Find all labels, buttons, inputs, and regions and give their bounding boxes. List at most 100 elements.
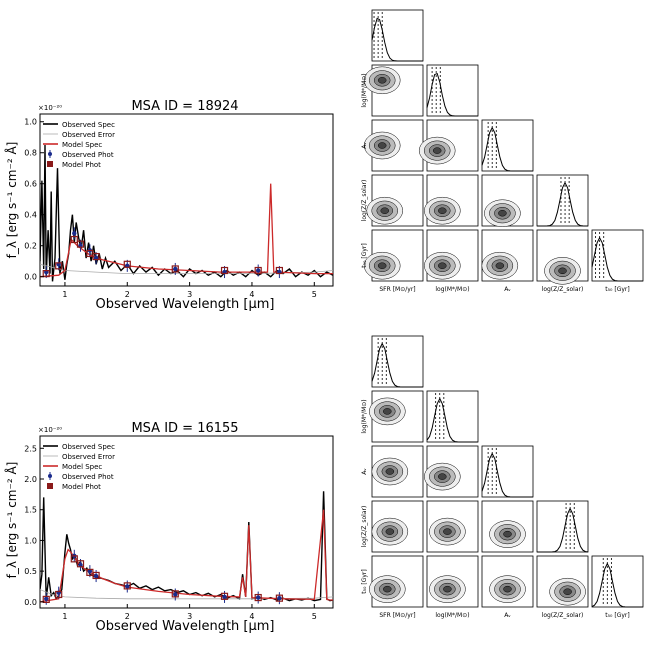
density-contour xyxy=(380,207,389,214)
plot-frame xyxy=(39,113,334,287)
legend-label: Model Phot xyxy=(62,483,101,491)
legend-label: Observed Error xyxy=(62,131,115,139)
corner-panel xyxy=(481,445,534,498)
histogram-step xyxy=(481,452,533,498)
corner-x-label: Aᵥ xyxy=(504,612,511,619)
corner-y-label: t₅₀ [Gyr] xyxy=(361,569,368,593)
corner-y-label: Aᵥ xyxy=(361,142,368,149)
y-axis-label: f_λ [erg s⁻¹ cm⁻² Å] xyxy=(4,142,19,259)
y-tick-label: 2.5 xyxy=(24,444,37,453)
model-phot-point xyxy=(76,240,85,248)
density-contour xyxy=(385,528,395,535)
model-phot-point xyxy=(42,270,50,278)
corner-y-label: log(Z/Z_solar) xyxy=(361,180,368,222)
density-contour xyxy=(385,468,395,475)
legend-label: Observed Phot xyxy=(62,473,114,481)
model-phot-point xyxy=(76,560,85,568)
model-phot-point xyxy=(171,590,179,598)
phot-point xyxy=(277,595,282,601)
phot-point xyxy=(173,266,178,272)
y-axis-label: f_λ [erg s⁻¹ cm⁻² Å] xyxy=(4,462,19,579)
spectrum-plot-bottom: MSA ID = 16155 ×10⁻²⁰ Observed Wavelengt… xyxy=(4,421,334,634)
density-contour xyxy=(383,585,392,593)
phot-point xyxy=(44,596,49,601)
y-scale-note: ×10⁻²⁰ xyxy=(38,104,62,112)
x-tick-label: 4 xyxy=(249,612,254,621)
y-tick-label: 1.0 xyxy=(24,536,37,545)
model-phot-point xyxy=(55,262,63,270)
histogram-step xyxy=(537,181,588,227)
histogram-step xyxy=(591,562,643,608)
phot-point xyxy=(173,592,178,597)
histogram-step xyxy=(426,72,478,117)
corner-panel xyxy=(371,9,424,62)
density-contour xyxy=(443,585,452,593)
model-phot-point xyxy=(123,260,131,268)
corner-x-label: t₅₀ [Gyr] xyxy=(605,612,629,619)
phot-point xyxy=(222,594,227,600)
model-phot-point xyxy=(254,266,262,275)
corner-x-label: log(Z/Z_solar) xyxy=(542,612,584,619)
density-contour xyxy=(503,585,512,593)
model-phot-point xyxy=(42,595,50,604)
phot-point xyxy=(125,584,130,589)
chart-title: MSA ID = 18924 xyxy=(131,99,238,114)
y-tick-label: 0.6 xyxy=(24,180,37,189)
x-tick-label: 4 xyxy=(249,290,254,299)
corner-plot-bottom: SFR [M⊙/yr] log(M*/M⊙) Aᵥ log(Z/Z_solar) t₅₀… xyxy=(361,335,644,619)
legend: Observed Spec Observed Error Model Spec Obs… xyxy=(43,443,115,491)
model-phot-point xyxy=(275,594,283,602)
corner-panel xyxy=(591,555,644,608)
corner-x-label: log(M*/M⊙) xyxy=(435,612,469,619)
y-tick-label: 0.0 xyxy=(24,598,37,607)
density-contour xyxy=(443,528,452,535)
y-tick-label: 0.8 xyxy=(24,149,37,158)
legend-symbol xyxy=(47,483,53,489)
legend: Observed Spec Observed Error Model Spec Obs… xyxy=(43,121,115,169)
histogram-step xyxy=(371,17,423,62)
y-tick-label: 2.0 xyxy=(24,475,37,484)
x-tick-label: 3 xyxy=(187,290,192,299)
y-tick-label: 0.0 xyxy=(24,273,37,282)
x-tick-label: 1 xyxy=(62,290,67,299)
model-phot-point xyxy=(55,590,63,599)
model-phot-point xyxy=(275,266,283,275)
y-tick-label: 0.4 xyxy=(24,211,37,220)
density-contour xyxy=(377,142,387,149)
plot-area xyxy=(40,144,333,282)
x-tick-label: 2 xyxy=(125,612,130,621)
histogram-step xyxy=(371,342,423,388)
density-contour xyxy=(377,262,387,269)
corner-plot-top: SFR [M⊙/yr] log(M*/M⊙) Aᵥ log(Z/Z_solar) t₅₀… xyxy=(361,9,644,293)
density-contour xyxy=(432,147,442,154)
legend-label: Observed Spec xyxy=(62,121,115,129)
density-contour xyxy=(377,77,387,84)
phot-point xyxy=(93,573,99,579)
model-phot-point xyxy=(171,265,179,273)
legend-label: Observed Error xyxy=(62,453,115,461)
model-phot-point xyxy=(220,266,229,275)
model-phot-point xyxy=(92,252,100,261)
y-scale-note: ×10⁻²⁰ xyxy=(38,426,62,434)
model-phot-point xyxy=(70,555,78,563)
series-line-model-spec xyxy=(40,183,333,278)
y-tick-label: 1.0 xyxy=(24,118,37,127)
corner-y-label: log(M*/M⊙) xyxy=(361,399,368,433)
corner-y-label: log(Z/Z_solar) xyxy=(361,506,368,548)
legend-symbol xyxy=(48,152,52,156)
x-tick-label: 2 xyxy=(125,290,130,299)
series-line-model-spec xyxy=(40,509,333,603)
corner-y-label: log(M*/M⊙) xyxy=(361,73,368,107)
spectrum-plot-top: MSA ID = 18924 ×10⁻²⁰ Observed Wavelengt… xyxy=(4,99,334,312)
histogram-step xyxy=(481,126,533,172)
phot-point xyxy=(255,595,261,600)
x-tick-label: 1 xyxy=(62,612,67,621)
histogram-step xyxy=(537,507,589,553)
model-phot-point xyxy=(70,235,78,244)
legend-label: Observed Phot xyxy=(62,151,114,159)
density-contour xyxy=(383,408,392,415)
legend-label: Model Spec xyxy=(62,141,102,149)
legend-label: Observed Spec xyxy=(62,443,115,451)
phot-point xyxy=(72,231,77,236)
